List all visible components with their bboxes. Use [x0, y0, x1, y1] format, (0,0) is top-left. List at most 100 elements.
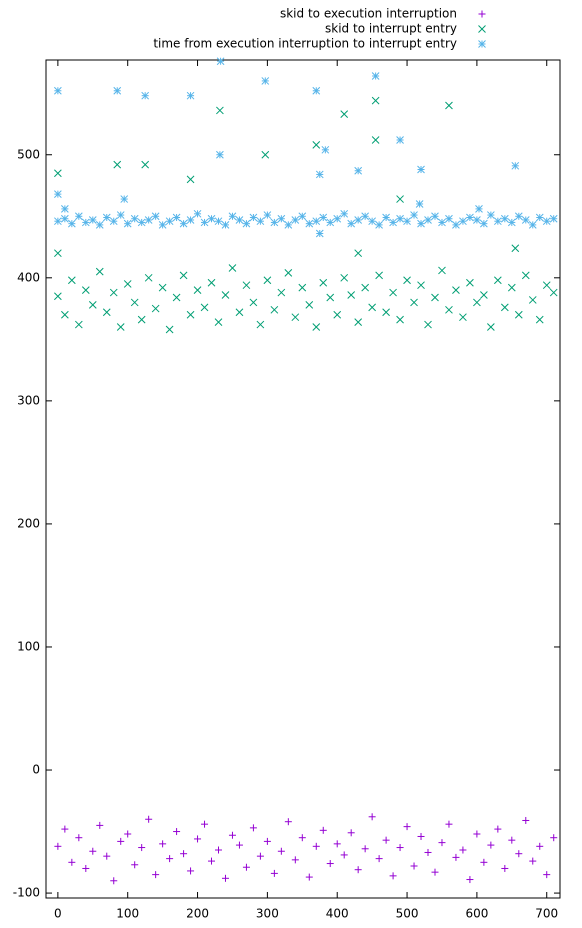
- point: [186, 175, 195, 184]
- point: [522, 816, 530, 824]
- marker-stroke: [549, 288, 558, 297]
- marker-stroke: [123, 280, 132, 288]
- point: [54, 169, 62, 178]
- marker-stroke: [95, 221, 104, 229]
- point: [95, 267, 104, 276]
- marker-stroke: [61, 205, 69, 213]
- point: [159, 840, 167, 848]
- point: [88, 216, 97, 224]
- marker-stroke: [542, 217, 551, 226]
- point: [417, 219, 425, 228]
- point: [368, 217, 376, 226]
- point: [214, 217, 223, 226]
- point: [493, 276, 502, 285]
- point: [216, 106, 224, 115]
- point: [475, 205, 483, 213]
- point: [431, 212, 439, 221]
- point: [172, 213, 181, 222]
- marker-stroke: [130, 214, 139, 223]
- marker-stroke: [95, 267, 104, 276]
- y-tick-label: -100: [13, 886, 40, 900]
- point: [438, 218, 446, 227]
- point: [144, 216, 153, 224]
- marker-stroke: [291, 216, 300, 224]
- marker-stroke: [216, 106, 224, 115]
- marker-stroke: [549, 214, 558, 223]
- point: [138, 844, 146, 852]
- point: [187, 867, 195, 875]
- marker-stroke: [54, 292, 62, 301]
- point: [445, 214, 453, 223]
- point: [131, 861, 139, 869]
- point: [431, 868, 439, 876]
- point: [208, 857, 216, 865]
- point: [508, 836, 516, 844]
- marker-stroke: [277, 214, 286, 223]
- marker-stroke: [193, 286, 202, 294]
- point: [371, 72, 380, 80]
- marker-stroke: [375, 221, 383, 229]
- marker-stroke: [312, 141, 321, 149]
- point: [466, 876, 474, 884]
- point: [340, 273, 349, 282]
- marker-stroke: [466, 213, 474, 222]
- marker-stroke: [361, 283, 370, 292]
- point: [242, 281, 251, 290]
- point: [535, 315, 544, 324]
- marker-stroke: [340, 110, 349, 118]
- point: [528, 221, 537, 229]
- marker-stroke: [102, 213, 111, 222]
- marker-stroke: [493, 217, 502, 226]
- point: [403, 276, 411, 285]
- marker-stroke: [389, 288, 397, 297]
- point: [382, 213, 390, 222]
- point: [319, 826, 327, 834]
- point: [326, 860, 334, 868]
- marker-stroke: [354, 166, 363, 175]
- point: [113, 86, 122, 95]
- point: [298, 283, 307, 292]
- point: [151, 212, 160, 221]
- marker-stroke: [354, 318, 363, 326]
- point: [284, 221, 293, 229]
- point: [242, 863, 250, 871]
- marker-stroke: [347, 291, 356, 299]
- point: [113, 160, 122, 169]
- point: [54, 86, 62, 95]
- marker-stroke: [67, 219, 76, 228]
- point: [89, 847, 97, 855]
- marker-stroke: [507, 283, 516, 292]
- marker-stroke: [109, 288, 118, 297]
- point: [466, 278, 474, 287]
- point: [375, 221, 383, 229]
- point: [305, 873, 313, 881]
- marker-stroke: [528, 296, 537, 304]
- marker-stroke: [144, 216, 153, 224]
- marker-stroke: [214, 318, 223, 326]
- point: [214, 318, 223, 326]
- point: [403, 217, 411, 226]
- marker-stroke: [371, 96, 380, 105]
- point: [315, 229, 324, 238]
- point: [216, 150, 224, 159]
- point: [95, 221, 104, 229]
- point: [445, 101, 453, 110]
- point: [347, 829, 355, 837]
- marker-stroke: [137, 218, 146, 227]
- point: [263, 276, 272, 285]
- point: [333, 840, 341, 848]
- point: [277, 288, 286, 297]
- point: [152, 871, 160, 879]
- point: [228, 831, 236, 839]
- point: [500, 214, 509, 223]
- marker-stroke: [480, 291, 488, 299]
- marker-stroke: [535, 315, 544, 324]
- point: [186, 91, 195, 100]
- point: [466, 213, 474, 222]
- marker-stroke: [158, 221, 167, 229]
- marker-stroke: [235, 308, 244, 317]
- point: [396, 136, 404, 144]
- marker-stroke: [382, 213, 390, 222]
- marker-stroke: [54, 169, 62, 178]
- marker-stroke: [466, 278, 474, 287]
